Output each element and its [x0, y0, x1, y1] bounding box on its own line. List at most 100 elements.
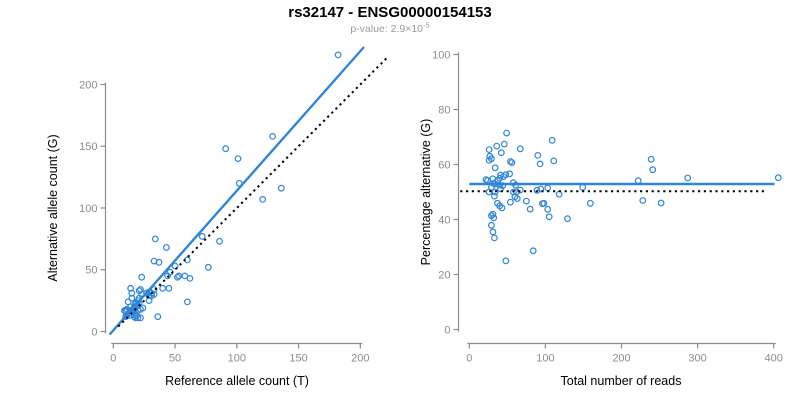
data-point: [586, 199, 594, 207]
data-point: [159, 284, 167, 292]
identity-line: [117, 56, 389, 328]
panel-percentage-vs-reads: 0 20 40 60 80 100 0 100 200 300 400 Total number of…: [419, 49, 783, 388]
data-point: [498, 204, 506, 212]
y-tick-label: 100: [432, 49, 450, 61]
data-point: [684, 174, 692, 182]
y-tick-label: 150: [79, 141, 97, 153]
data-point: [489, 210, 497, 218]
data-point: [128, 294, 136, 302]
y-tick-label: 20: [438, 269, 450, 281]
data-point: [222, 145, 230, 153]
data-point: [198, 232, 206, 240]
data-point: [277, 184, 285, 192]
data-point: [165, 284, 173, 292]
x-tick-label: 150: [289, 353, 307, 365]
data-point: [502, 257, 510, 265]
data-point: [533, 186, 541, 194]
x-tick-label: 200: [351, 353, 369, 365]
data-point: [536, 160, 544, 168]
data-point: [174, 273, 181, 281]
data-point: [134, 314, 142, 322]
data-point: [507, 158, 514, 165]
data-point: [138, 273, 146, 281]
data-point: [540, 199, 548, 207]
data-point: [502, 171, 510, 179]
data-point: [493, 142, 501, 150]
x-tick-label: 300: [688, 353, 706, 365]
data-point: [162, 244, 170, 251]
plot-title: rs32147 - ENSG00000154153: [288, 4, 492, 21]
x-axis-title: Total number of reads: [561, 374, 682, 388]
data-point: [122, 313, 130, 321]
data-point: [488, 221, 495, 229]
y-tick-label: 100: [79, 203, 97, 215]
panel-allele-counts: 0 50 100 150 200 0 50 100 150 200 Reference allele…: [46, 46, 389, 388]
data-point: [537, 185, 545, 193]
data-point: [491, 188, 499, 196]
data-point: [634, 177, 642, 185]
data-point: [489, 228, 497, 236]
x-axis-title: Reference allele count (T): [165, 374, 309, 388]
data-point: [204, 263, 212, 271]
data-point: [555, 190, 563, 198]
data-point: [150, 286, 158, 293]
data-point: [154, 313, 162, 321]
data-point: [529, 247, 537, 255]
y-tick-label: 50: [85, 265, 97, 277]
y-tick-label: 200: [79, 79, 97, 91]
data-point: [657, 199, 665, 207]
data-point: [216, 237, 223, 245]
y-axis-title: Percentage alternative (G): [419, 119, 433, 266]
data-point: [269, 132, 277, 140]
data-point: [491, 234, 498, 242]
data-point: [508, 159, 516, 167]
data-point: [544, 205, 552, 213]
data-point: [526, 205, 534, 213]
data-point: [139, 304, 147, 312]
data-point: [534, 151, 542, 159]
data-point: [137, 314, 144, 322]
fit-line: [108, 46, 365, 336]
pvalue-text: p-value: 2.9×10: [350, 23, 423, 35]
data-point: [485, 146, 493, 154]
y-axis-title: Alternative allele count (G): [46, 134, 60, 281]
data-point: [151, 235, 159, 243]
data-point: [334, 51, 342, 59]
data-point: [544, 184, 552, 192]
data-point: [550, 157, 558, 165]
data-point: [503, 129, 511, 137]
data-point: [150, 291, 158, 298]
data-point: [486, 152, 494, 160]
data-point: [564, 215, 571, 223]
data-point: [507, 198, 514, 206]
data-point: [497, 149, 505, 157]
y-tick-label: 0: [91, 326, 97, 338]
x-tick-label: 200: [612, 353, 630, 365]
x-tick-label: 0: [466, 353, 472, 365]
x-tick-label: 400: [765, 353, 783, 365]
data-point: [186, 275, 194, 282]
y-tick-label: 60: [438, 159, 450, 171]
y-tick-label: 40: [438, 214, 450, 226]
data-point: [490, 214, 498, 222]
data-point: [513, 195, 521, 203]
data-point: [639, 197, 647, 204]
x-tick-label: 50: [169, 353, 181, 365]
data-point: [545, 213, 553, 221]
data-point: [516, 186, 524, 194]
plot-subtitle: p-value: 2.9×10-5: [0, 21, 780, 35]
data-point: [548, 136, 556, 144]
data-point: [485, 156, 493, 164]
data-point: [183, 298, 191, 306]
data-point: [500, 140, 508, 148]
data-point: [155, 258, 163, 266]
x-tick-label: 100: [228, 353, 246, 365]
data-point: [145, 297, 153, 305]
data-point: [491, 164, 499, 172]
data-point: [497, 185, 504, 193]
data-point: [171, 262, 179, 270]
y-tick-label: 80: [438, 104, 450, 116]
data-point: [516, 145, 524, 153]
x-tick-label: 0: [110, 353, 116, 365]
